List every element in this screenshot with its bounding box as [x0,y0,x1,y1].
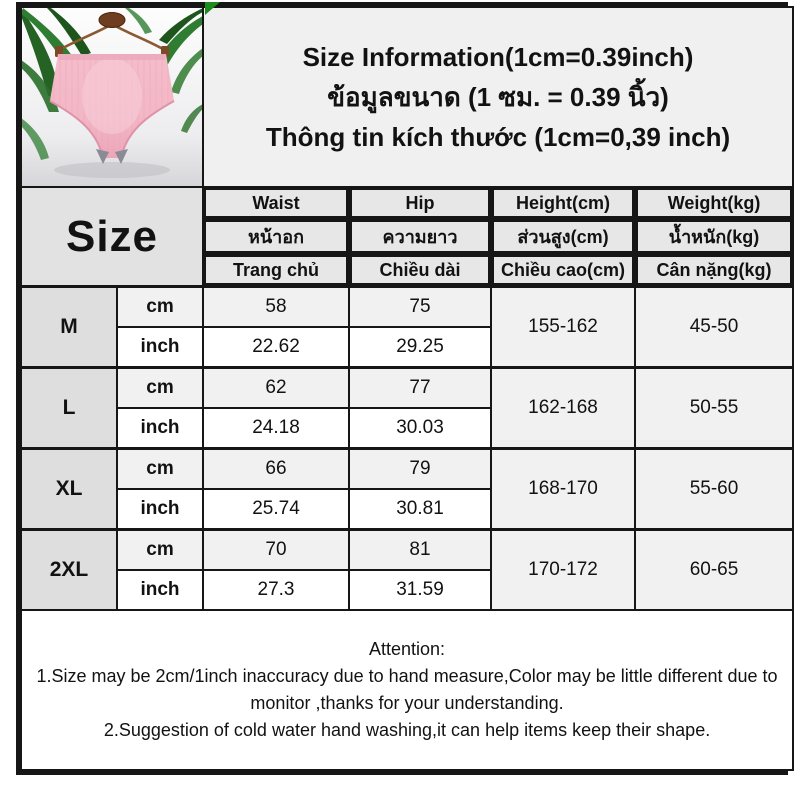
header-waist-vi-cell: Trang chủ [202,253,350,288]
header-height-en-cell: Height(cm) [490,186,636,220]
row-m-inch: inch 22.62 29.25 [21,326,793,369]
palm-leaves-icon [23,9,201,160]
row-l-cm: L cm 62 77 162-168 50-55 [20,366,795,450]
header-waist-en-cell: Waist [202,186,350,220]
header-height-en: Height(cm) [493,189,633,217]
unit-cm-label: cm [116,528,204,571]
m-height-range: 155-162 [490,285,636,369]
l-weight-range: 50-55 [633,366,795,450]
green-corner-accent-icon [205,2,220,15]
unit-cm-label: cm [116,447,204,490]
size-2xl-label: 2XL [20,528,118,611]
xl-waist-cm: 66 [202,447,350,490]
header-weight-vi: Cân nặng(kg) [637,255,792,285]
row-2xl-inch: inch 27.3 31.59 [21,569,793,611]
title-cell: Size Information(1cm=0.39inch) ข้อมูลขนา… [201,6,795,188]
header-row-vi: Trang chủ Chiều dài Chiều cao(cm) Cân nặ… [21,253,795,288]
xl-height-range: 168-170 [490,447,636,531]
header-hip-en-cell: Hip [348,186,492,220]
header-weight-th: น้ำหนัก(kg) [637,221,792,252]
2xl-hip-inch: 31.59 [348,569,492,611]
m-waist-cm: 58 [202,285,350,328]
header-weight-en: Weight(kg) [637,189,792,217]
unit-cm-label: cm [116,366,204,409]
size-header-label: Size [20,186,204,288]
2xl-height-range: 170-172 [490,528,636,611]
row-m-cm: M cm 58 75 155-162 45-50 [20,285,795,369]
header-waist-en: Waist [205,189,347,217]
m-weight-range: 45-50 [633,285,795,369]
m-waist-inch: 22.62 [202,326,350,369]
header-weight-vi-cell: Cân nặng(kg) [633,253,795,288]
size-l-label: L [20,366,118,450]
l-height-range: 162-168 [490,366,636,450]
unit-inch-label: inch [116,326,204,369]
header-hip-vi-cell: Chiều dài [348,253,492,288]
header-height-th-cell: ส่วนสูง(cm) [490,218,636,255]
xl-hip-cm: 79 [348,447,492,490]
title-vi: Thông tin kích thước (1cm=0,39 inch) [265,122,731,152]
hanger-icon [55,12,169,57]
attention-line-2: 2.Suggestion of cold water hand washing,… [103,720,711,740]
title-th: ข้อมูลขนาด (1 ซม. = 0.39 นิ้ว) [327,82,669,112]
size-xl-label: XL [20,447,118,531]
xl-hip-inch: 30.81 [348,488,492,531]
header-height-th: ส่วนสูง(cm) [493,221,633,252]
l-hip-cm: 77 [348,366,492,409]
attention-heading: Attention: [368,639,446,659]
l-waist-inch: 24.18 [202,407,350,450]
2xl-waist-cm: 70 [202,528,350,571]
l-hip-inch: 30.03 [348,407,492,450]
2xl-hip-cm: 81 [348,528,492,571]
attention-cell: Attention: 1.Size may be 2cm/1inch inacc… [19,609,795,771]
product-image [23,9,201,185]
l-waist-cm: 62 [202,366,350,409]
attention-line-1: 1.Size may be 2cm/1inch inaccuracy due t… [36,666,778,713]
unit-cm-label: cm [116,285,204,328]
xl-waist-inch: 25.74 [202,488,350,531]
unit-inch-label: inch [116,407,204,450]
header-waist-vi: Trang chủ [205,255,347,285]
product-photo-cell [20,6,204,188]
row-xl-cm: XL cm 66 79 168-170 55-60 [20,447,795,531]
header-hip-vi: Chiều dài [351,255,489,285]
xl-weight-range: 55-60 [633,447,795,531]
2xl-waist-inch: 27.3 [202,569,350,611]
header-hip-th-cell: ความยาว [348,218,492,255]
row-l-inch: inch 24.18 30.03 [21,407,793,450]
2xl-weight-range: 60-65 [633,528,795,611]
header-height-vi: Chiều cao(cm) [493,255,633,285]
header-row-th: หน้าอก ความยาว ส่วนสูง(cm) น้ำหนัก(kg) [21,218,795,255]
header-weight-th-cell: น้ำหนัก(kg) [633,218,795,255]
size-table: Size Information(1cm=0.39inch) ข้อมูลขนา… [19,6,795,771]
unit-inch-label: inch [116,488,204,531]
header-row-en: Size Waist Hip Height(cm) Weight(kg) [20,186,795,288]
m-hip-inch: 29.25 [348,326,492,369]
unit-inch-label: inch [116,569,204,611]
attention-row: Attention: 1.Size may be 2cm/1inch inacc… [19,609,795,771]
header-waist-th: หน้าอก [205,221,347,252]
header-hip-th: ความยาว [351,221,489,252]
panties-graphic [49,54,175,164]
floor-shadow [54,162,170,178]
size-m-label: M [20,285,118,369]
row-xl-inch: inch 25.74 30.81 [21,488,793,531]
m-hip-cm: 75 [348,285,492,328]
title-en: Size Information(1cm=0.39inch) [302,42,694,72]
header-height-vi-cell: Chiều cao(cm) [490,253,636,288]
row-2xl-cm: 2XL cm 70 81 170-172 60-65 [20,528,795,611]
header-waist-th-cell: หน้าอก [202,218,350,255]
header-hip-en: Hip [351,189,489,217]
chart-frame: Size Information(1cm=0.39inch) ข้อมูลขนา… [16,2,795,775]
header-weight-en-cell: Weight(kg) [633,186,795,220]
top-row: Size Information(1cm=0.39inch) ข้อมูลขนา… [20,6,795,188]
